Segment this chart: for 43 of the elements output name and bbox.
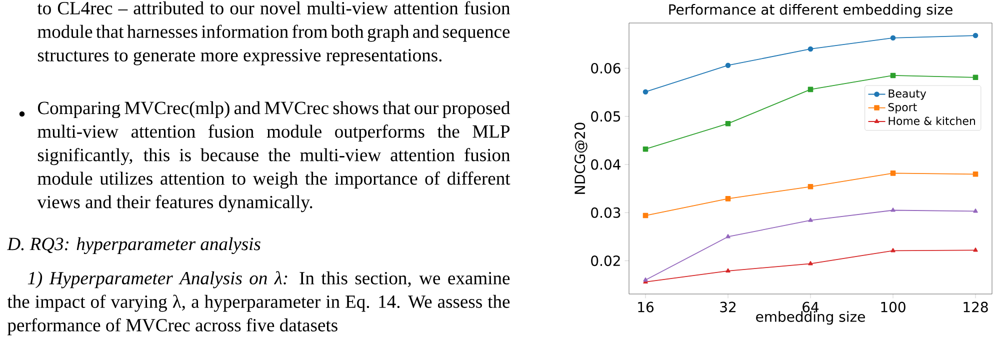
point	[725, 196, 731, 202]
point	[726, 268, 730, 272]
text: D. RQ3: hyperparameter analysis	[7, 237, 260, 254]
point	[642, 212, 648, 218]
point	[642, 146, 648, 152]
point	[808, 218, 813, 222]
x-tick-label: 16	[638, 302, 654, 312]
point	[973, 208, 978, 213]
point	[808, 261, 813, 266]
point	[890, 72, 896, 78]
text: to CL4rec – attributed to our novel multi-view attention fusion module that harnesses information from both graph and sequence structures to generate more expressive representations.	[37, 1, 510, 66]
y-axis-title: NDCG@20	[574, 122, 588, 194]
point	[808, 86, 814, 92]
chart-title: Performance at different embedding size	[669, 4, 952, 18]
point	[725, 120, 731, 126]
point	[808, 184, 814, 190]
point	[890, 170, 896, 176]
x-tick-label: 128	[964, 302, 988, 312]
x-tick-label: 100	[881, 302, 906, 312]
y-tick-label: 0.06	[591, 62, 620, 74]
point	[972, 74, 978, 80]
y-tick-label: 0.02	[591, 256, 620, 266]
legend-label: Beauty	[888, 90, 926, 100]
point	[642, 89, 648, 94]
legend-label: Home & kitchen	[888, 116, 976, 126]
y-tick-label: 0.05	[591, 111, 620, 122]
point	[726, 234, 730, 238]
point	[890, 248, 896, 252]
point	[973, 248, 978, 252]
point	[890, 35, 896, 41]
x-axis-title: embedding size	[756, 311, 865, 325]
point	[972, 32, 978, 38]
text: Comparing MVCrec(mlp) and MVCrec shows that our proposed multi-view attention fusion module outperforms the MLP significantly, this is because the multi-view attention fusion module utilizes attention to weigh the importance of different views and their features dynamically.	[37, 101, 510, 212]
point	[808, 46, 814, 52]
text: 1) Hyperparameter Analysis on λ: In this section, we examine the impact of varying λ, a hyperparameter in Eq. 14. We assess the performance of MVCrec across five datasets	[7, 271, 510, 336]
point	[725, 62, 731, 68]
point	[972, 172, 978, 177]
point	[890, 208, 896, 212]
y-tick-label: 0.04	[591, 159, 620, 170]
y-tick-label: 0.03	[591, 207, 620, 218]
x-tick-label: 32	[720, 302, 736, 312]
x-tick-label: 64	[802, 302, 819, 312]
legend-label: Sport	[888, 102, 917, 114]
